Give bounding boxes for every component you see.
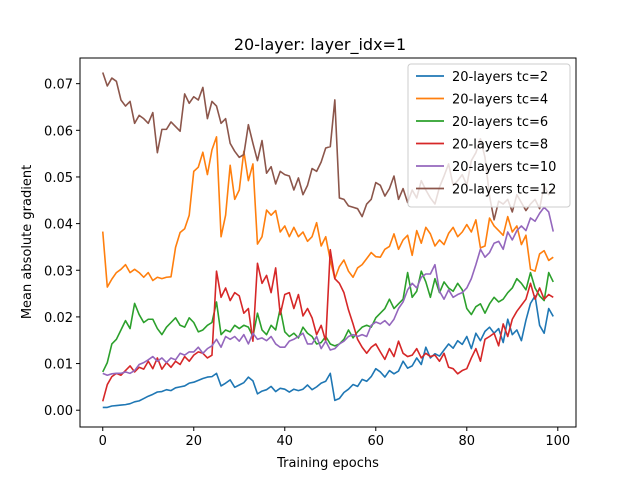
legend-entry: 20-layers tc=10 [452,160,556,175]
x-tick-label: 60 [368,434,385,449]
y-axis-label: Mean absolute gradient [20,165,35,319]
x-tick-label: 80 [459,434,476,449]
y-tick-label: 0.01 [44,358,73,373]
legend-box [407,63,571,208]
series-line-1 [102,295,554,409]
y-tick-label: 0.00 [44,404,73,419]
plot-frame [79,57,577,428]
x-tick-label: 40 [276,434,293,449]
x-tick-label: 100 [545,434,570,449]
series-line-5 [102,206,555,377]
y-tick-label: 0.07 [44,78,73,93]
x-axis-label: Training epochs [276,456,379,471]
x-axis: 0 20 40 60 80 100 [99,427,570,449]
legend-entry: 20-layers tc=4 [452,93,548,108]
x-tick-label: 20 [185,434,202,449]
y-tick-label: 0.04 [44,218,73,233]
series-line-3 [102,270,554,373]
legend-entry: 20-layers tc=8 [452,138,548,153]
plot-lines [101,72,555,409]
y-axis: 0.00 0.01 0.02 0.03 0.04 0.05 0.06 0.07 [44,78,80,419]
y-tick-label: 0.02 [44,311,73,326]
chart-title: 20-layer: layer_idx=1 [234,35,406,55]
y-tick-label: 0.06 [44,124,73,139]
legend-entry: 20-layers tc=12 [452,183,556,198]
legend-entry: 20-layers tc=6 [452,115,548,130]
y-tick-label: 0.03 [44,264,73,279]
legend: 20-layers tc=2 20-layers tc=4 20-layers tc… [407,63,571,208]
legend-entry: 20-layers tc=2 [452,70,548,85]
series-line-2 [101,136,554,288]
y-tick-label: 0.05 [44,171,73,186]
x-tick-label: 0 [99,434,107,449]
series-line-4 [101,248,554,402]
